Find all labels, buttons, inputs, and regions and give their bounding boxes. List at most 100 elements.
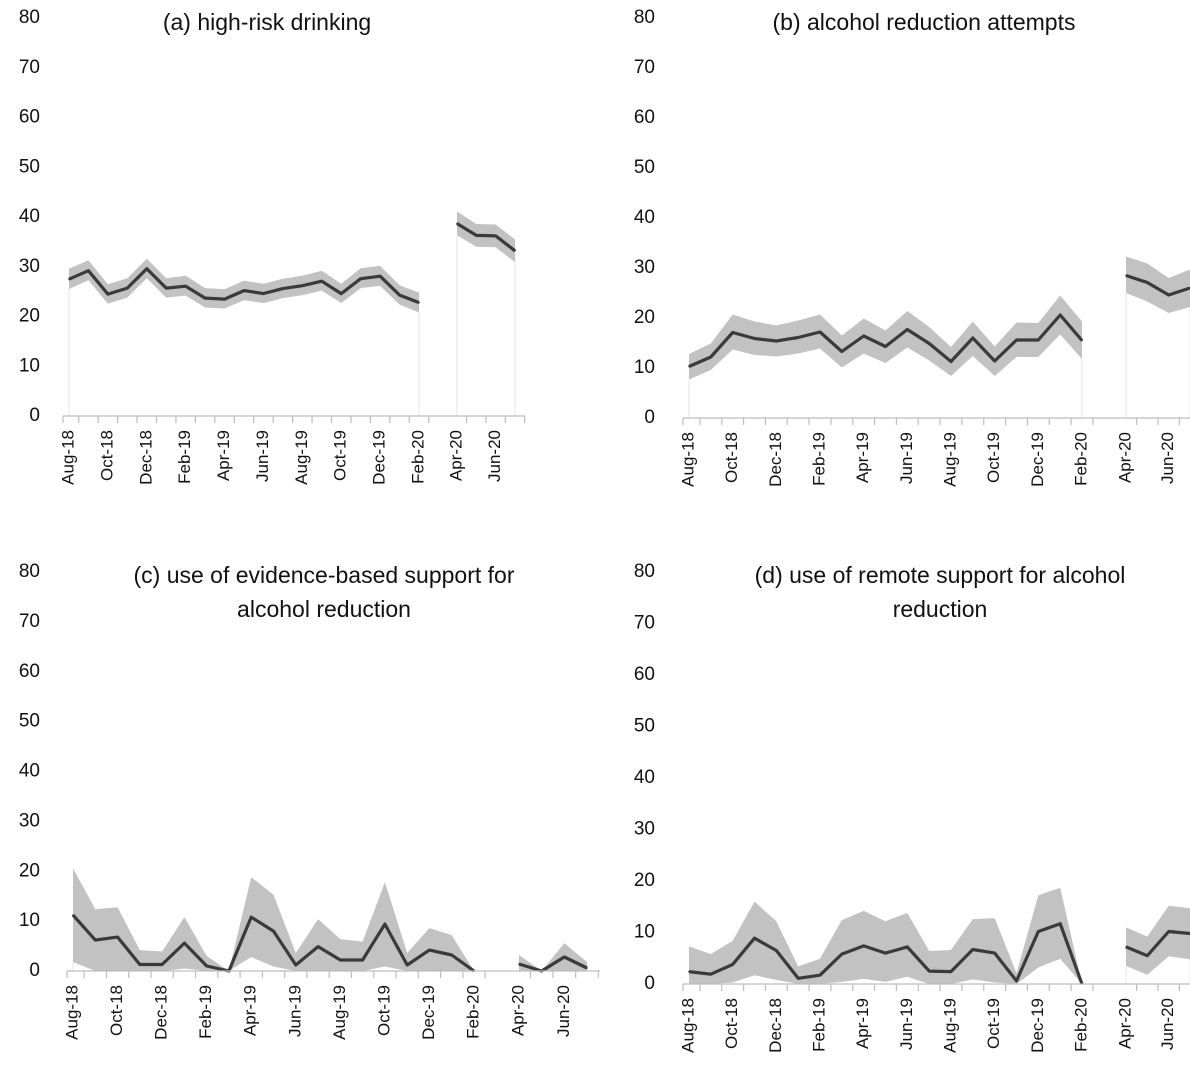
panel-b-ytick-20: 20 bbox=[634, 307, 655, 328]
panel-c-series-line-2 bbox=[518, 955, 588, 973]
panel-d-point-Nov-19 bbox=[1015, 980, 1018, 982]
panel-c-point-Jul-20 bbox=[586, 967, 588, 969]
panel-d-ytick-80: 80 bbox=[634, 561, 655, 582]
panel-c-xtick-Feb-19: Feb-19 bbox=[196, 985, 215, 1039]
panel-d-point-Apr-20 bbox=[1125, 946, 1127, 948]
panel-a-point-Jun-19 bbox=[262, 292, 265, 295]
panel-c-ytick-0: 0 bbox=[29, 960, 40, 981]
panel-b-point-Sep-18 bbox=[710, 356, 712, 358]
panel-d-point-Feb-19 bbox=[819, 974, 821, 977]
panel-c-xtick-Oct-18: Oct-18 bbox=[107, 985, 126, 1036]
panel-a-title-line-1: (a) high-risk drinking bbox=[163, 9, 371, 35]
panel-a-ci-band-1 bbox=[69, 258, 419, 313]
panel-d-xtick-Dec-19: Dec-19 bbox=[1028, 998, 1047, 1053]
panel-c-xtick-Feb-20: Feb-20 bbox=[463, 985, 482, 1039]
panel-a-ytick-20: 20 bbox=[19, 306, 40, 327]
panel-d-title-line-1: (d) use of remote support for alcohol bbox=[755, 562, 1126, 588]
panel-b-xtick-Oct-18: Oct-18 bbox=[722, 432, 741, 483]
panel-d-point-Dec-19 bbox=[1037, 930, 1040, 933]
panel-a-point-Jul-20 bbox=[514, 250, 516, 252]
panel-d-xtick-Feb-19: Feb-19 bbox=[809, 998, 828, 1052]
panel-b-ci-band-1 bbox=[689, 295, 1082, 380]
panel-a-point-Aug-19 bbox=[301, 284, 304, 287]
panel-b-point-Dec-18 bbox=[775, 340, 778, 342]
panel-b-ytick-60: 60 bbox=[634, 107, 655, 128]
panel-a-point-Oct-18 bbox=[107, 293, 109, 295]
panel-b-ytick-40: 40 bbox=[634, 207, 655, 228]
panel-b: (b) alcohol reduction attempts 0 10 20 30 40 5… bbox=[634, 7, 1190, 487]
panel-b-point-Dec-19 bbox=[1037, 339, 1040, 341]
panel-a-ytick-70: 70 bbox=[19, 57, 40, 78]
panel-b-point-Apr-19 bbox=[862, 335, 865, 337]
panel-d-xtick-Jun-19: Jun-19 bbox=[897, 998, 916, 1050]
panel-d-ytick-50: 50 bbox=[634, 716, 655, 737]
panel-d-point-Oct-19 bbox=[993, 952, 996, 954]
panel-a-point-Feb-19 bbox=[184, 285, 187, 287]
panel-d-point-Aug-19 bbox=[950, 970, 952, 973]
panel-a-point-Dec-19 bbox=[379, 275, 381, 278]
panel-c-point-Aug-19 bbox=[339, 959, 342, 961]
panel-c-ytick-70: 70 bbox=[19, 611, 40, 632]
panel-d-xtick-Dec-18: Dec-18 bbox=[766, 998, 785, 1053]
panel-d-point-Jun-20 bbox=[1167, 930, 1170, 933]
panel-c-ytick-80: 80 bbox=[19, 561, 40, 582]
panel-b-point-Aug-19 bbox=[950, 360, 952, 363]
panel-d-xtick-Aug-18: Aug-18 bbox=[678, 998, 697, 1053]
panel-a-point-Feb-20 bbox=[418, 301, 420, 304]
panel-c-point-Aug-18 bbox=[72, 914, 74, 916]
panel-a-point-Nov-19 bbox=[359, 277, 362, 280]
panel-d-ytick-70: 70 bbox=[634, 613, 655, 634]
panel-c-ytick-10: 10 bbox=[19, 910, 40, 931]
panel-a-point-Dec-18 bbox=[145, 267, 148, 270]
panel-c-point-Feb-19 bbox=[205, 965, 208, 967]
panel-b-xtick-Jun-19: Jun-19 bbox=[897, 432, 916, 484]
panel-c-xtick-Oct-19: Oct-19 bbox=[374, 985, 393, 1036]
panel-c-title-line-1: (c) use of evidence-based support for bbox=[134, 562, 515, 588]
panel-b-title-line-1: (b) alcohol reduction attempts bbox=[773, 9, 1076, 35]
panel-d-point-May-19 bbox=[884, 952, 887, 954]
panel-c-ytick-40: 40 bbox=[19, 761, 40, 782]
panel-b-point-Jan-20 bbox=[1059, 314, 1061, 316]
panel-b-point-Nov-18 bbox=[753, 337, 756, 340]
panel-d-point-Jun-19 bbox=[906, 946, 909, 948]
panel-c-ytick-30: 30 bbox=[19, 810, 40, 831]
panel-d-point-Mar-19 bbox=[841, 953, 843, 955]
panel-a-point-Mar-19 bbox=[204, 297, 206, 299]
panel-c: (c) use of evidence-based support for alc… bbox=[19, 561, 600, 1040]
panel-a-ytick-0: 0 bbox=[29, 405, 40, 426]
panel-a-point-Oct-19 bbox=[340, 292, 343, 295]
panel-d-ci-band-1 bbox=[689, 887, 1082, 984]
panel-b-xtick-Jun-20: Jun-20 bbox=[1158, 432, 1177, 484]
panel-a-point-Jun-20 bbox=[494, 235, 497, 237]
panel-d-point-Sep-18 bbox=[710, 973, 712, 976]
panel-c-xtick-Apr-19: Apr-19 bbox=[241, 985, 260, 1036]
panel-a: (a) high-risk drinking 0 10 20 30 40 50 60 70 80 A… bbox=[19, 7, 526, 485]
panel-d-ytick-40: 40 bbox=[634, 767, 655, 788]
panel-b-point-Jun-20 bbox=[1167, 294, 1170, 296]
panel-c-point-Oct-19 bbox=[384, 923, 386, 925]
panel-b-point-May-20 bbox=[1146, 281, 1149, 284]
panel-c-ci-band-1 bbox=[73, 868, 474, 971]
panel-b-point-Oct-18 bbox=[731, 331, 734, 334]
panel-b-point-May-19 bbox=[884, 345, 887, 348]
panel-b-point-Aug-18 bbox=[688, 365, 690, 368]
panel-d-point-Aug-18 bbox=[688, 970, 690, 973]
panel-d-point-Nov-18 bbox=[753, 937, 756, 939]
panel-d-ytick-60: 60 bbox=[634, 664, 655, 685]
panel-c-xtick-Dec-18: Dec-18 bbox=[152, 985, 171, 1040]
panel-d-ytick-30: 30 bbox=[634, 819, 655, 840]
panel-b-ytick-0: 0 bbox=[644, 407, 655, 428]
panel-a-xtick-Aug-19: Aug-19 bbox=[292, 430, 311, 485]
panel-b-ytick-70: 70 bbox=[634, 57, 655, 78]
panel-a-ytick-40: 40 bbox=[19, 206, 40, 227]
panel-c-point-Nov-18 bbox=[139, 963, 141, 966]
panel-c-point-Jan-20 bbox=[450, 954, 453, 956]
panel-a-ytick-80: 80 bbox=[19, 7, 40, 28]
panel-b-xtick-Feb-20: Feb-20 bbox=[1071, 432, 1090, 486]
panel-a-point-May-19 bbox=[243, 289, 245, 292]
panel-d-xtick-Jun-20: Jun-20 bbox=[1158, 998, 1177, 1050]
panel-b-xtick-Oct-19: Oct-19 bbox=[984, 432, 1003, 483]
panel-b-ci-band-2 bbox=[1126, 256, 1190, 313]
panel-c-point-Sep-18 bbox=[94, 939, 97, 941]
panel-c-ci-band-2 bbox=[519, 943, 587, 971]
